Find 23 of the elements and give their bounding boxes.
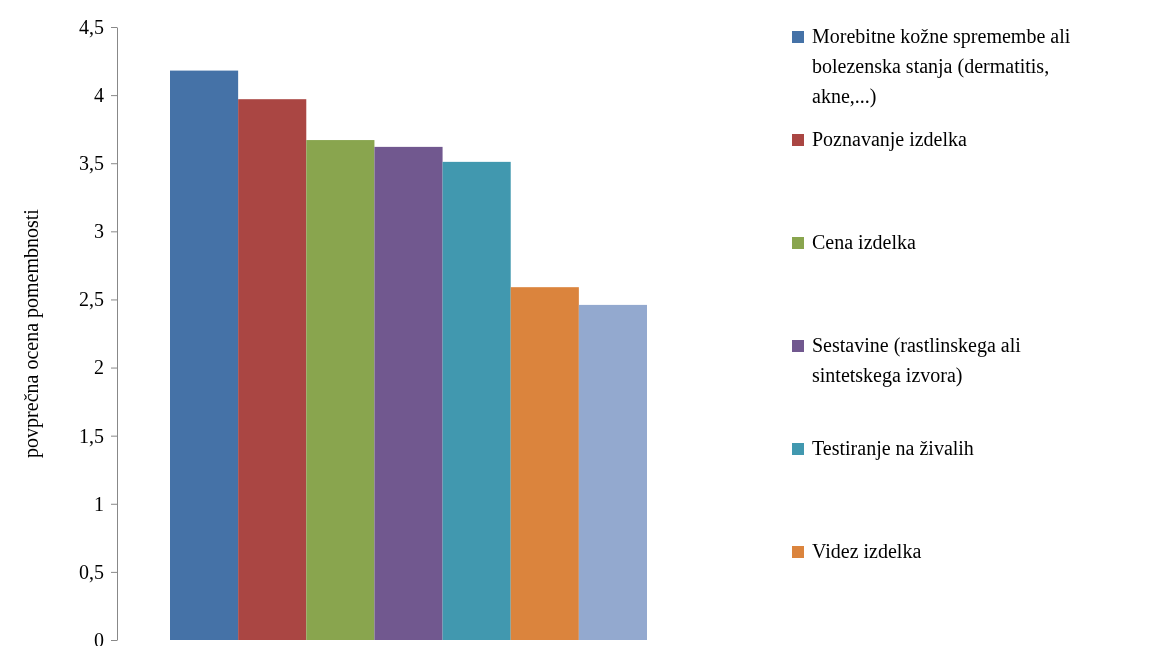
y-tick-label: 4 <box>94 84 104 107</box>
y-tick-label: 1 <box>94 492 104 515</box>
y-tick-label: 2 <box>94 356 104 379</box>
bar <box>510 287 579 640</box>
legend-label: Sestavine (rastlinskega ali sintetskega izvora) <box>812 333 1022 387</box>
bar <box>238 99 307 640</box>
y-axis-title: povprečna ocena pomembnosti <box>20 208 43 458</box>
legend-label: Testiranje na živalih <box>812 436 974 460</box>
legend-label: Poznavanje izdelka <box>812 127 968 151</box>
y-tick-label: 0,5 <box>79 560 104 583</box>
bar <box>170 70 239 640</box>
bar <box>374 146 443 640</box>
legend-label: Videz izdelka <box>812 539 922 562</box>
y-tick-label: 3 <box>94 220 104 243</box>
y-tick-label: 1,5 <box>79 424 104 447</box>
legend-label: Morebitne kožne spremembe ali bolezenska stanja (dermatitis, akne,...) <box>812 24 1071 108</box>
y-tick-label: 4,5 <box>79 15 104 38</box>
bar <box>442 161 511 640</box>
legend-label: Cena izdelka <box>812 230 916 253</box>
y-tick-label: 3,5 <box>79 152 104 175</box>
y-tick-label: 2,5 <box>79 288 104 311</box>
bar <box>578 304 647 640</box>
bar <box>306 140 375 640</box>
